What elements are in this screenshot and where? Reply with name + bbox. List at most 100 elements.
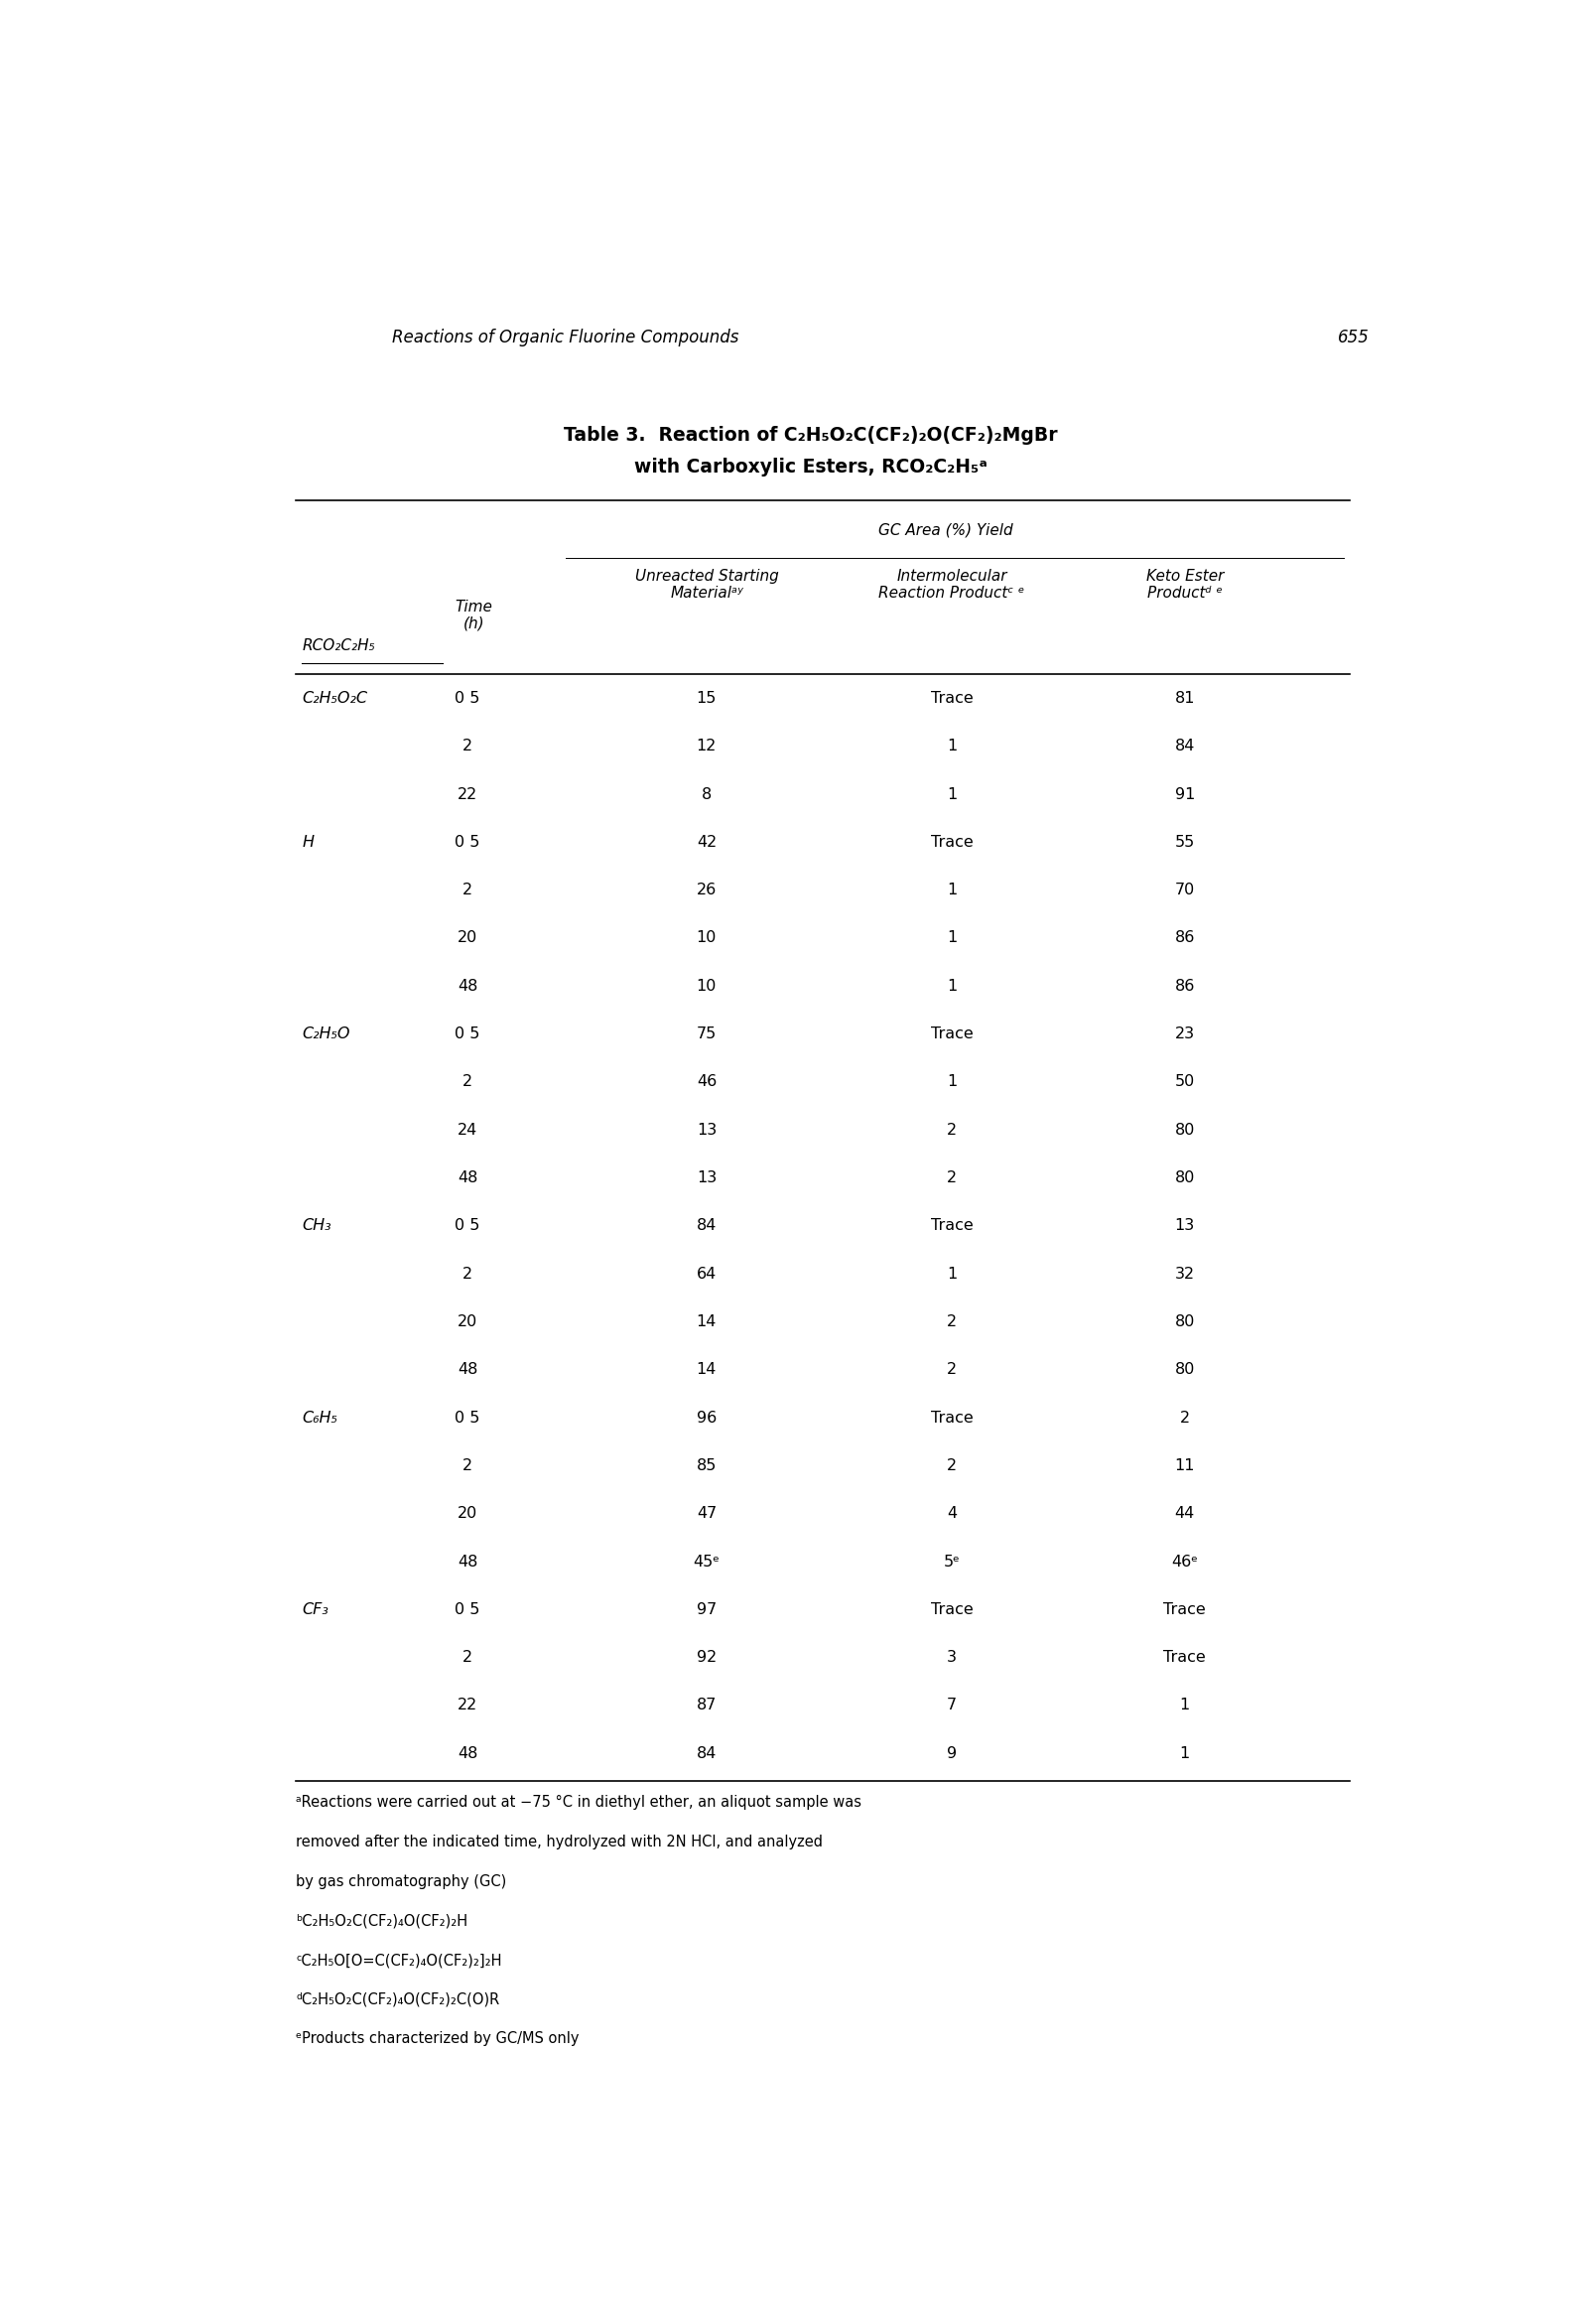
Text: Table 3.  Reaction of C₂H₅O₂C(CF₂)₂O(CF₂)₂MgBr: Table 3. Reaction of C₂H₅O₂C(CF₂)₂O(CF₂)… <box>563 425 1058 444</box>
Text: RCO₂C₂H₅: RCO₂C₂H₅ <box>302 639 375 653</box>
Text: 23: 23 <box>1175 1027 1194 1041</box>
Text: 81: 81 <box>1174 690 1194 706</box>
Text: 0 5: 0 5 <box>456 1218 479 1234</box>
Text: 1: 1 <box>946 978 957 995</box>
Text: 2: 2 <box>946 1315 957 1329</box>
Text: Intermolecular
Reaction Productᶜ ᵉ: Intermolecular Reaction Productᶜ ᵉ <box>878 569 1025 602</box>
Text: 47: 47 <box>696 1506 717 1522</box>
Text: 80: 80 <box>1174 1171 1194 1185</box>
Text: 85: 85 <box>696 1457 717 1473</box>
Text: 86: 86 <box>1174 978 1194 995</box>
Text: Reactions of Organic Fluorine Compounds: Reactions of Organic Fluorine Compounds <box>392 330 739 346</box>
Text: ᵉProducts characterized by GC/MS only: ᵉProducts characterized by GC/MS only <box>296 2031 579 2047</box>
Text: 26: 26 <box>696 883 717 897</box>
Text: 46ᵉ: 46ᵉ <box>1171 1555 1198 1569</box>
Text: 20: 20 <box>457 1315 478 1329</box>
Text: 7: 7 <box>946 1699 957 1713</box>
Text: 48: 48 <box>457 1555 478 1569</box>
Text: 84: 84 <box>696 1218 717 1234</box>
Text: 22: 22 <box>457 1699 478 1713</box>
Text: 10: 10 <box>696 978 717 995</box>
Text: 2: 2 <box>946 1122 957 1136</box>
Text: 75: 75 <box>696 1027 717 1041</box>
Text: 70: 70 <box>1175 883 1194 897</box>
Text: Trace: Trace <box>930 1027 973 1041</box>
Text: 2: 2 <box>462 883 473 897</box>
Text: 22: 22 <box>457 788 478 802</box>
Text: 48: 48 <box>457 1362 478 1378</box>
Text: 92: 92 <box>696 1650 717 1664</box>
Text: C₂H₅O₂C: C₂H₅O₂C <box>302 690 367 706</box>
Text: 1: 1 <box>946 788 957 802</box>
Text: removed after the indicated time, hydrolyzed with 2N HCl, and analyzed: removed after the indicated time, hydrol… <box>296 1834 823 1850</box>
Text: 46: 46 <box>696 1074 717 1090</box>
Text: 84: 84 <box>1174 739 1194 753</box>
Text: 0 5: 0 5 <box>456 690 479 706</box>
Text: 20: 20 <box>457 930 478 946</box>
Text: 1: 1 <box>946 739 957 753</box>
Text: 1: 1 <box>946 930 957 946</box>
Text: 80: 80 <box>1174 1122 1194 1136</box>
Text: Trace: Trace <box>930 690 973 706</box>
Text: 2: 2 <box>462 1457 473 1473</box>
Text: 14: 14 <box>696 1315 717 1329</box>
Text: 12: 12 <box>696 739 717 753</box>
Text: 84: 84 <box>696 1745 717 1762</box>
Text: ᵈC₂H₅O₂C(CF₂)₄O(CF₂)₂C(O)R: ᵈC₂H₅O₂C(CF₂)₄O(CF₂)₂C(O)R <box>296 1992 500 2008</box>
Text: 13: 13 <box>696 1171 717 1185</box>
Text: 80: 80 <box>1174 1362 1194 1378</box>
Text: 48: 48 <box>457 1745 478 1762</box>
Text: 2: 2 <box>462 1267 473 1281</box>
Text: 24: 24 <box>457 1122 478 1136</box>
Text: Trace: Trace <box>1163 1650 1205 1664</box>
Text: 44: 44 <box>1175 1506 1194 1522</box>
Text: by gas chromatography (GC): by gas chromatography (GC) <box>296 1873 506 1889</box>
Text: 1: 1 <box>946 883 957 897</box>
Text: 48: 48 <box>457 1171 478 1185</box>
Text: 86: 86 <box>1174 930 1194 946</box>
Text: 2: 2 <box>946 1362 957 1378</box>
Text: 14: 14 <box>696 1362 717 1378</box>
Text: 2: 2 <box>462 739 473 753</box>
Text: 0 5: 0 5 <box>456 1411 479 1425</box>
Text: 50: 50 <box>1175 1074 1194 1090</box>
Text: 32: 32 <box>1175 1267 1194 1281</box>
Text: Keto Ester
Productᵈ ᵉ: Keto Ester Productᵈ ᵉ <box>1145 569 1223 602</box>
Text: GC Area (%) Yield: GC Area (%) Yield <box>878 523 1012 537</box>
Text: 0 5: 0 5 <box>456 834 479 851</box>
Text: Trace: Trace <box>930 834 973 851</box>
Text: ᶜC₂H₅O[O=C(CF₂)₄O(CF₂)₂]₂H: ᶜC₂H₅O[O=C(CF₂)₄O(CF₂)₂]₂H <box>296 1952 501 1968</box>
Text: 13: 13 <box>1175 1218 1194 1234</box>
Text: 8: 8 <box>701 788 712 802</box>
Text: C₂H₅O: C₂H₅O <box>302 1027 350 1041</box>
Text: Trace: Trace <box>1163 1601 1205 1618</box>
Text: 20: 20 <box>457 1506 478 1522</box>
Text: 4: 4 <box>946 1506 957 1522</box>
Text: C₆H₅: C₆H₅ <box>302 1411 337 1425</box>
Text: 9: 9 <box>946 1745 957 1762</box>
Text: 80: 80 <box>1174 1315 1194 1329</box>
Text: 655: 655 <box>1338 330 1370 346</box>
Text: ᵃReactions were carried out at −75 °C in diethyl ether, an aliquot sample was: ᵃReactions were carried out at −75 °C in… <box>296 1794 862 1810</box>
Text: 1: 1 <box>1180 1745 1190 1762</box>
Text: 3: 3 <box>946 1650 957 1664</box>
Text: 5ᵉ: 5ᵉ <box>943 1555 960 1569</box>
Text: 2: 2 <box>946 1171 957 1185</box>
Text: 55: 55 <box>1175 834 1194 851</box>
Text: 2: 2 <box>1180 1411 1190 1425</box>
Text: Trace: Trace <box>930 1411 973 1425</box>
Text: H: H <box>302 834 313 851</box>
Text: 2: 2 <box>462 1650 473 1664</box>
Text: 0 5: 0 5 <box>456 1027 479 1041</box>
Text: Time
(h): Time (h) <box>454 600 492 632</box>
Text: 1: 1 <box>1180 1699 1190 1713</box>
Text: 15: 15 <box>696 690 717 706</box>
Text: Unreacted Starting
Materialᵃʸ: Unreacted Starting Materialᵃʸ <box>634 569 778 602</box>
Text: 91: 91 <box>1174 788 1194 802</box>
Text: 87: 87 <box>696 1699 717 1713</box>
Text: Trace: Trace <box>930 1218 973 1234</box>
Text: 96: 96 <box>696 1411 717 1425</box>
Text: 97: 97 <box>696 1601 717 1618</box>
Text: Trace: Trace <box>930 1601 973 1618</box>
Text: 45ᵉ: 45ᵉ <box>693 1555 720 1569</box>
